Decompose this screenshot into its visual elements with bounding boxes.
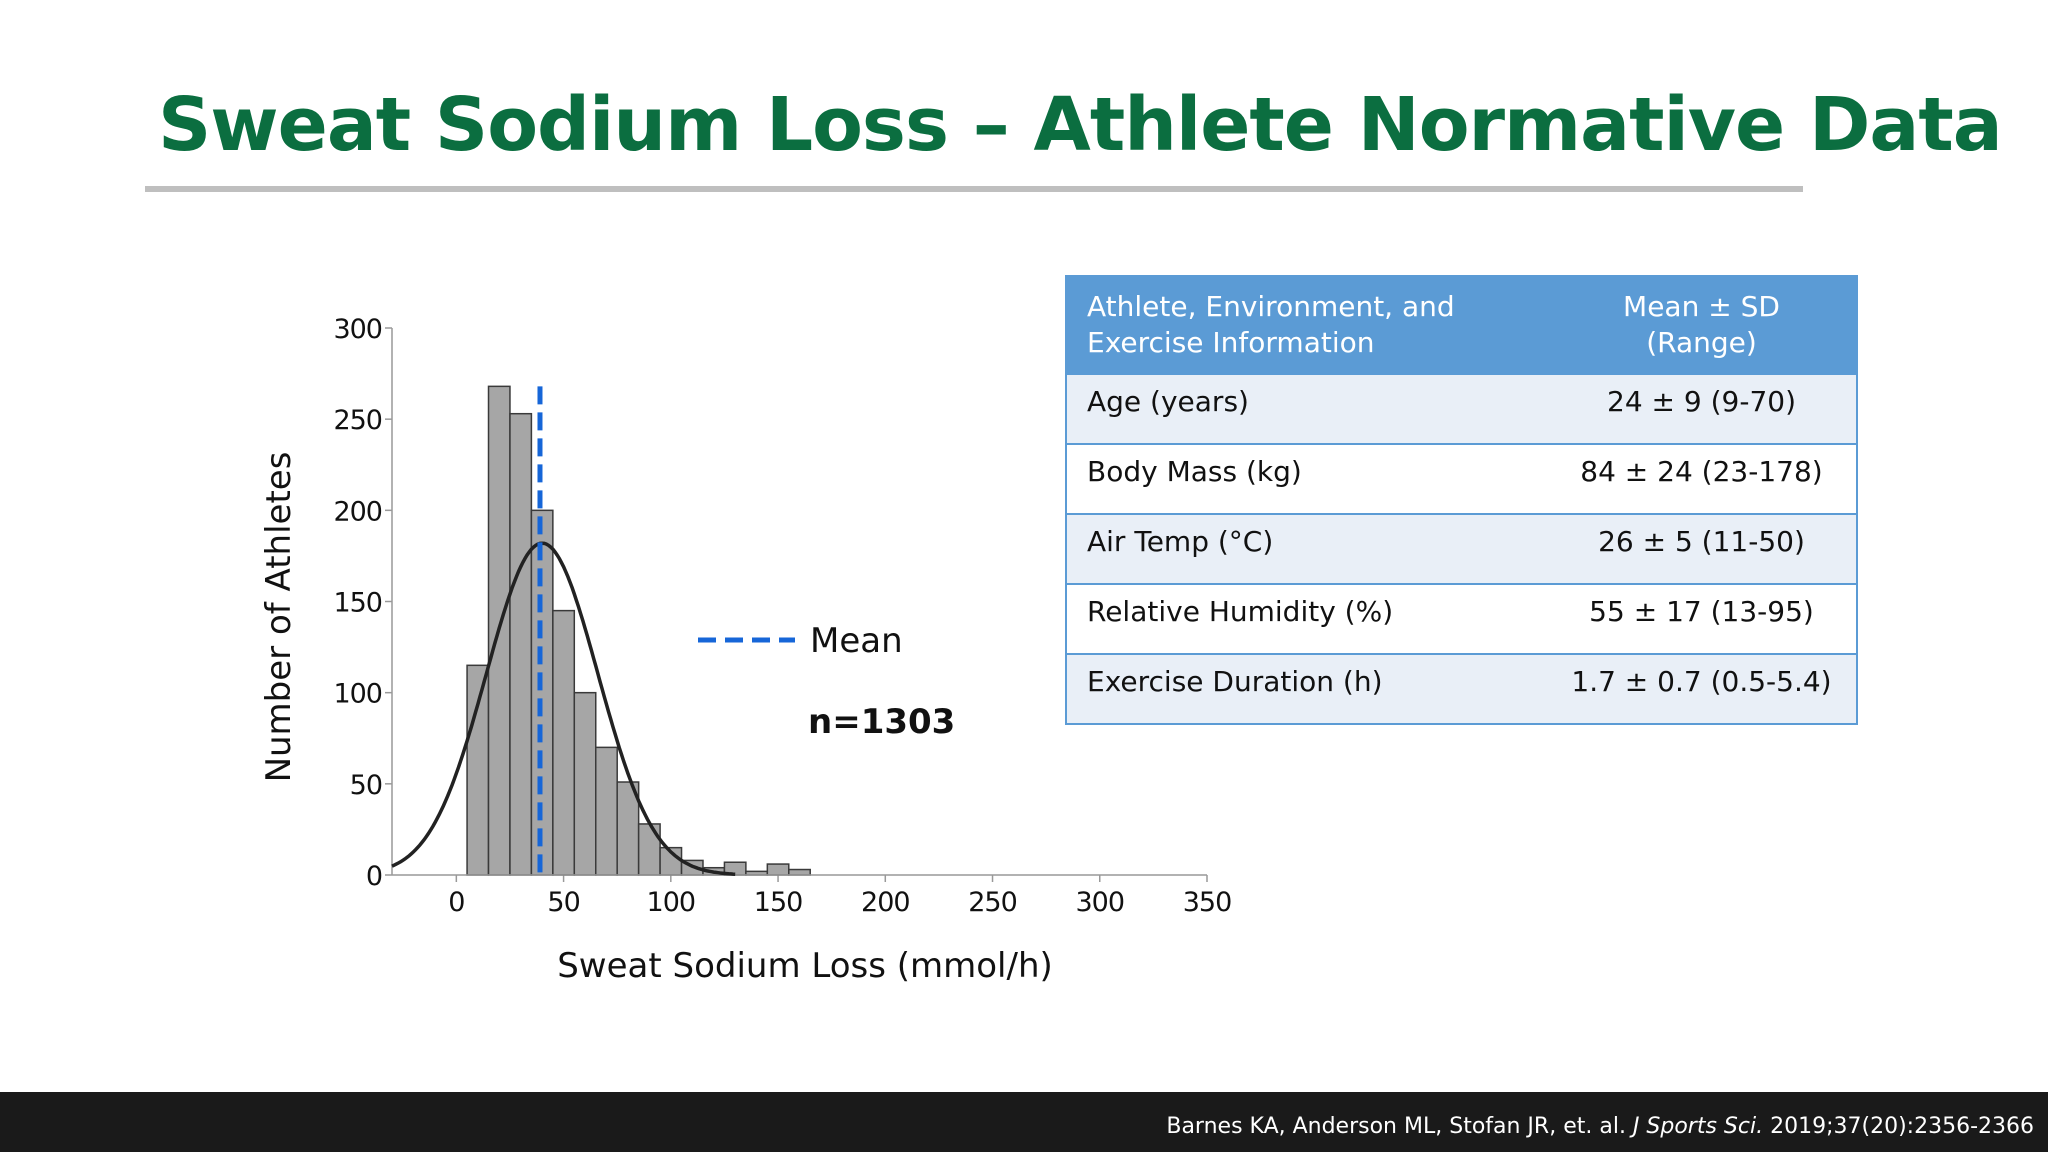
- histogram-bar: [637, 823, 661, 876]
- x-tick-label: 350: [1183, 887, 1232, 918]
- athlete-info-table: Athlete, Environment, and Exercise Infor…: [1065, 275, 1858, 725]
- y-tick-label: 150: [333, 588, 382, 619]
- table-cell-label: Exercise Duration (h): [1066, 653, 1547, 724]
- table-cell-label: Air Temp (°C): [1066, 513, 1547, 584]
- table-row: Air Temp (°C) 26 ± 5 (11-50): [1066, 513, 1857, 584]
- citation-journal: J Sports Sci.: [1632, 1114, 1764, 1139]
- x-tick-label: 200: [861, 887, 910, 918]
- citation: Barnes KA, Anderson ML, Stofan JR, et. a…: [1166, 1114, 2034, 1139]
- histogram-bar: [552, 609, 576, 876]
- y-tick-label: 0: [366, 861, 382, 892]
- histogram-bar: [466, 664, 490, 876]
- y-tick-label: 100: [333, 679, 382, 710]
- table-cell-value: 24 ± 9 (9-70): [1547, 373, 1857, 444]
- histogram-bar: [509, 412, 533, 876]
- citation-details: 2019;37(20):2356-2366: [1770, 1114, 2034, 1139]
- x-tick-label: 300: [1075, 887, 1124, 918]
- x-tick-label: 100: [647, 887, 696, 918]
- x-tick-label: 150: [754, 887, 803, 918]
- table-header-row: Athlete, Environment, and Exercise Infor…: [1066, 276, 1857, 374]
- x-tick-label: 0: [448, 887, 464, 918]
- table-row: Exercise Duration (h) 1.7 ± 0.7 (0.5-5.4…: [1066, 653, 1857, 724]
- sample-size-annotation: n=1303: [808, 702, 955, 742]
- table-header-value: Mean ± SD (Range): [1547, 276, 1857, 374]
- title-divider: [145, 186, 1803, 192]
- sodium-histogram-chart: 0 50 100 150 200 250 300 0 50 100 150 200 250 300 350…: [259, 314, 1232, 986]
- table-cell-value: 84 ± 24 (23-178): [1547, 443, 1857, 514]
- y-tick-label: 250: [333, 405, 382, 436]
- y-tick-label: 200: [333, 496, 382, 527]
- normal-curve: [391, 541, 736, 876]
- table-row: Body Mass (kg) 84 ± 24 (23-178): [1066, 443, 1857, 514]
- table-cell-value: 55 ± 17 (13-95): [1547, 583, 1857, 654]
- footer-bar: [0, 1092, 2048, 1152]
- table-cell-value: 26 ± 5 (11-50): [1547, 513, 1857, 584]
- table-cell-value: 1.7 ± 0.7 (0.5-5.4): [1547, 653, 1857, 724]
- histogram-bar: [766, 863, 790, 876]
- table-cell-label: Relative Humidity (%): [1066, 583, 1547, 654]
- table-cell-label: Body Mass (kg): [1066, 443, 1547, 514]
- x-axis-label: Sweat Sodium Loss (mmol/h): [557, 946, 1053, 986]
- table-header-info: Athlete, Environment, and Exercise Infor…: [1066, 276, 1547, 374]
- table-cell-label: Age (years): [1066, 373, 1547, 444]
- histogram-bar: [573, 691, 597, 876]
- y-tick-label: 300: [333, 314, 382, 345]
- histogram-bar: [595, 746, 618, 876]
- x-tick-label: 250: [968, 887, 1017, 918]
- legend-mean-label: Mean: [810, 621, 903, 661]
- x-tick-label: 50: [547, 887, 579, 918]
- table-row: Age (years) 24 ± 9 (9-70): [1066, 373, 1857, 444]
- histogram-bar: [788, 868, 811, 876]
- slide-title: Sweat Sodium Loss – Athlete Normative Da…: [158, 82, 2003, 168]
- table-row: Relative Humidity (%) 55 ± 17 (13-95): [1066, 583, 1857, 654]
- citation-authors: Barnes KA, Anderson ML, Stofan JR, et. a…: [1166, 1114, 1626, 1139]
- y-tick-label: 50: [350, 770, 382, 801]
- y-axis-label: Number of Athletes: [259, 452, 299, 783]
